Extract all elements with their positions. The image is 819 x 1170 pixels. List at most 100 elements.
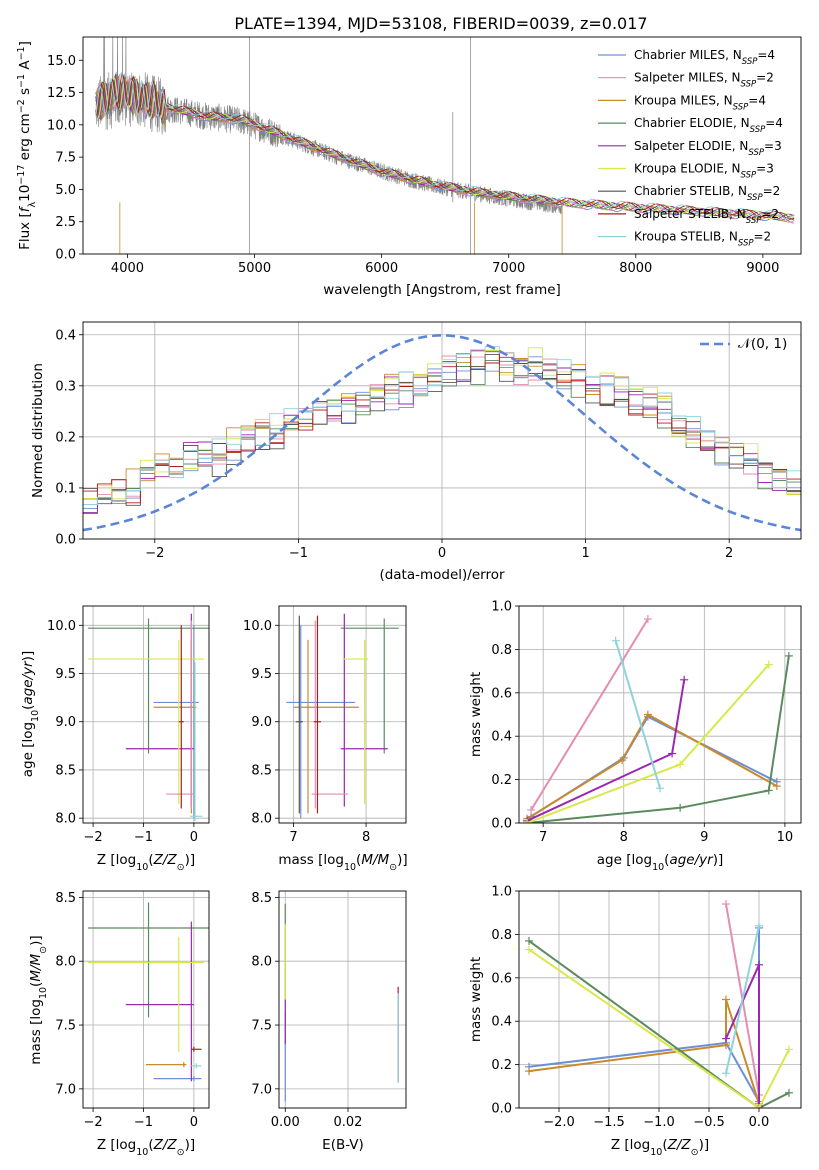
legend-label-normal: 𝒩(0, 1) [738,336,787,352]
plot-area [284,903,399,1102]
y-tick-label: 9.0 [251,715,272,730]
y-tick-label: 7.5 [55,151,76,166]
weight-line-2 [528,999,760,1105]
ticks: −2 −1 0 8.0 8.5 9.0 9.5 10.0 [47,619,198,845]
axes-weight-vs-Z: −2.0 −1.5 −1.0 −0.5 0.0 0.0 0.2 0.4 0.6 0.8 1.0 [491,885,802,1131]
weight-line-4 [526,679,686,822]
plot-area [88,613,209,822]
grid [83,606,209,823]
axes-frame [82,36,802,255]
errorbar-point [153,1076,202,1082]
weight-marker [755,921,763,930]
y-tick-label: 8.5 [251,763,272,778]
legend-label: Chabrier MILES, NSSP=4 [634,48,775,67]
y-axis-label: mass [log10(M/M⊙)] [28,935,49,1064]
y-tick-label: 8.5 [55,763,76,778]
y-tick-label: 5.0 [55,183,76,198]
x-tick-label: 6000 [365,261,398,276]
errorbar-point [153,639,197,814]
x-tick-label: −2.0 [543,1115,575,1130]
y-tick-label: 0.8 [491,643,512,658]
axes-mass-vs-ebv: 0.00 0.02 7.0 7.5 8.0 8.5 [251,890,407,1130]
errorbar-point [125,921,194,1082]
y-tick-label: 0.0 [491,1102,512,1117]
axes-age-vs-Z: −2 −1 0 8.0 8.5 9.0 9.5 10.0 [47,605,210,845]
y-tick-label: 1.0 [491,600,512,615]
weight-line-3 [528,940,790,1108]
y-tick-label: 8.0 [251,955,272,970]
errorbar-point [293,639,359,814]
weight-marker [722,900,730,909]
residual-histogram-8 [83,346,801,505]
weight-line-4 [725,964,760,1106]
model-spectrum-2 [95,74,795,222]
weight-line-5 [526,663,770,823]
y-tick-label: 8.5 [251,891,272,906]
weight-line-6 [614,640,661,789]
x-axis-label: mass [log10(M/M⊙)] [278,852,407,873]
grid [83,891,209,1108]
axes-frame [518,890,802,1109]
weight-marker [525,945,533,954]
x-tick-label: 0 [190,830,198,845]
errorbar-point [189,661,203,822]
weight-marker [784,651,793,660]
y-tick-label: 0.4 [491,1015,512,1030]
ticks: 4000 5000 6000 7000 8000 9000 0.0 2.5 5.0 7.5 10.0… [47,54,779,276]
ticks: −2 −1 0 7.0 7.5 8.0 8.5 [55,891,198,1130]
legend-label: Kroupa MILES, NSSP=4 [634,93,766,112]
errorbar-point [88,902,209,1018]
x-tick-label: 0 [190,1115,198,1130]
weight-marker [676,803,685,812]
axes-frame [278,605,407,824]
weight-line-5 [528,948,790,1108]
weight-marker [772,782,781,791]
residual-histogram-5 [83,347,801,500]
x-tick-label: 4000 [111,261,144,276]
model-spectrum-8 [95,71,795,219]
legend-label: Kroupa ELODIE, NSSP=3 [634,162,774,181]
legend-label: Salpeter MILES, NSSP=2 [634,71,774,90]
axes-frame [518,605,802,824]
errorbar-point [342,639,369,804]
errorbar-point [340,618,399,754]
ticks: −2 −1 0 1 2 0.0 0.1 0.2 0.3 0.4 [55,328,733,561]
x-tick-label: −1 [134,1115,153,1130]
weight-marker [643,710,652,719]
y-tick-label: 9.5 [55,667,76,682]
weight-marker [785,1045,793,1054]
x-axis-label: wavelength [Angstrom, rest frame] [323,282,561,298]
x-tick-label: −2 [83,830,102,845]
x-tick-label: 9000 [746,261,779,276]
weight-marker [680,675,689,684]
errorbar-point [88,618,209,754]
legend-label: Kroupa STELIB, NSSP=2 [634,230,771,249]
ticks: 7 8 8.0 8.5 9.0 9.5 10.0 [243,619,370,845]
weight-marker [722,1034,730,1043]
observed-spectrum [95,37,563,215]
y-tick-label: 0.6 [491,686,512,701]
errorbar-point [191,1063,202,1069]
plot-area [95,37,795,254]
plot-area [523,615,793,823]
axes-frame [278,890,407,1109]
x-tick-label: 9 [700,830,708,845]
x-tick-label: 10 [777,830,794,845]
y-tick-label: 8.0 [55,955,76,970]
legend-label: Chabrier ELODIE, NSSP=4 [634,116,783,135]
x-tick-label: 8000 [619,261,652,276]
ticks: 7 8 9 10 0.0 0.2 0.4 0.6 0.8 1.0 [491,600,793,846]
y-axis-label: Flux [fλ10−17 erg cm−2 s−1 A−1] [16,41,38,250]
errorbar-point [125,613,194,807]
x-tick-label: −2 [83,1115,102,1130]
x-tick-label: −1 [134,830,153,845]
x-tick-label: 1 [581,546,589,561]
y-tick-label: 9.5 [251,667,272,682]
errorbar-point [191,1046,202,1052]
x-axis-label: Z [log10(Z/Z⊙)] [611,1137,709,1158]
y-tick-label: 0.6 [491,971,512,986]
ticks: −2.0 −1.5 −1.0 −0.5 0.0 0.0 0.2 0.4 0.6 0.8 1.0 [491,885,769,1131]
weight-marker [676,760,685,769]
y-tick-label: 8.0 [55,812,76,827]
plot-area [83,333,801,532]
